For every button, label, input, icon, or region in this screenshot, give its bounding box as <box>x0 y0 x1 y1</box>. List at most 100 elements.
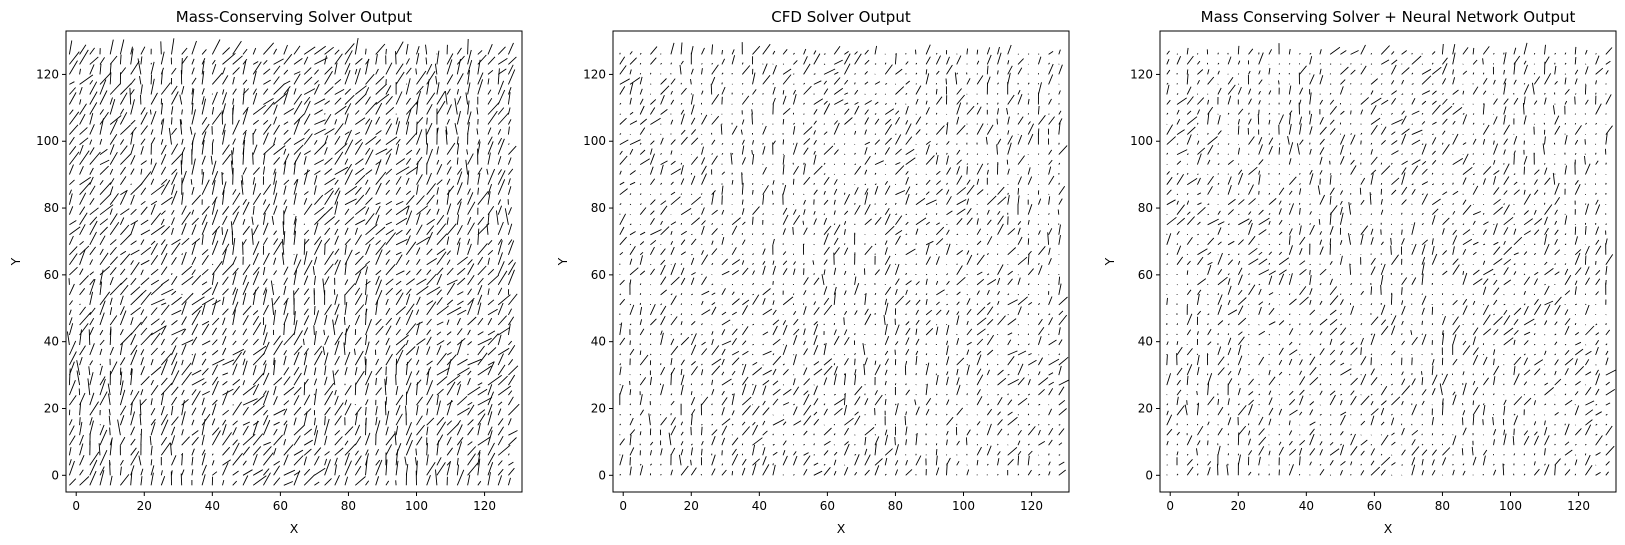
quiver-arrow <box>79 240 84 246</box>
quiver-arrow <box>956 218 963 226</box>
quiver-arrow <box>1401 153 1403 155</box>
quiver-arrow <box>232 211 239 225</box>
quiver-arrow <box>833 329 837 336</box>
quiver-arrow <box>905 61 909 65</box>
quiver-arrow <box>252 266 260 276</box>
quiver-arrow <box>262 415 269 426</box>
quiver-arrow <box>1411 336 1418 346</box>
quiver-arrow <box>1176 451 1179 456</box>
quiver-arrow <box>1411 222 1416 235</box>
quiver-arrow <box>365 147 371 155</box>
quiver-arrow <box>1329 46 1341 55</box>
quiver-arrow <box>864 141 870 146</box>
quiver-arrow <box>1299 268 1307 276</box>
quiver-arrow <box>293 366 300 376</box>
quiver-arrow <box>283 266 289 276</box>
quiver-arrow <box>99 378 106 396</box>
quiver-arrow <box>273 357 275 366</box>
quiver-arrow <box>1278 80 1280 85</box>
quiver-arrow <box>457 300 464 306</box>
quiver-arrow <box>966 364 970 376</box>
quiver-arrow <box>956 407 964 416</box>
quiver-arrow <box>905 469 913 476</box>
quiver-arrow <box>905 193 910 205</box>
quiver-arrow <box>905 348 910 356</box>
quiver-arrow <box>915 193 918 196</box>
quiver-arrow <box>946 182 948 185</box>
quiver-arrow <box>212 471 218 476</box>
quiver-arrow <box>925 100 928 105</box>
quiver-arrow <box>334 201 339 215</box>
quiver-arrow <box>89 360 93 366</box>
quiver-arrow <box>997 264 1004 276</box>
quiver-arrow <box>375 54 378 65</box>
quiver-arrow <box>414 457 417 466</box>
quiver-arrow <box>222 103 226 115</box>
quiver-arrow <box>242 398 258 406</box>
quiver-arrow <box>314 142 327 155</box>
quiver-arrow <box>711 115 720 125</box>
quiver-arrow <box>457 291 464 296</box>
quiver-arrow <box>140 107 146 115</box>
quiver-arrow <box>507 186 512 195</box>
quiver-arrow <box>477 382 483 386</box>
quiver-arrow <box>925 320 931 326</box>
quiver-arrow <box>487 288 490 295</box>
quiver-arrow <box>1237 83 1240 85</box>
quiver-arrow <box>324 100 330 105</box>
quiver-arrow <box>99 424 101 426</box>
quiver-arrow <box>741 396 752 406</box>
quiver-arrow <box>1329 327 1338 336</box>
quiver-arrow <box>660 463 662 466</box>
quiver-arrow <box>1027 268 1034 276</box>
quiver-arrow <box>864 204 871 215</box>
quiver-arrow <box>1309 74 1315 85</box>
quiver-arrow <box>1017 306 1022 316</box>
quiver-arrow <box>324 416 326 426</box>
quiver-arrow <box>232 55 243 65</box>
quiver-arrow <box>670 276 680 286</box>
quiver-arrow <box>1278 446 1284 456</box>
quiver-arrow <box>281 238 285 255</box>
quiver-arrow <box>1176 245 1182 255</box>
quiver-arrow <box>89 64 95 75</box>
quiver-arrow <box>731 370 736 376</box>
quiver-arrow <box>874 113 877 115</box>
quiver-arrow <box>915 83 917 85</box>
quiver-arrow <box>1258 456 1261 466</box>
quiver-arrow <box>833 210 836 215</box>
quiver-arrow <box>844 173 846 175</box>
quiver-arrow <box>701 383 703 386</box>
quiver-arrow <box>1268 275 1273 286</box>
quiver-arrow <box>1391 462 1396 466</box>
quiver-arrow <box>273 48 277 55</box>
quiver-arrow <box>680 384 684 396</box>
quiver-arrow <box>252 47 257 55</box>
quiver-arrow <box>140 269 144 276</box>
quiver-arrow <box>446 185 455 195</box>
quiver-arrow <box>355 117 366 125</box>
quiver-arrow <box>334 259 339 266</box>
quiver-arrow <box>191 469 194 476</box>
quiver-arrow <box>741 145 745 155</box>
quiver-arrow <box>109 151 118 165</box>
quiver-arrow <box>1391 131 1396 135</box>
quiver-arrow <box>660 153 662 155</box>
quiver-arrow <box>1258 144 1263 155</box>
quiver-arrow <box>1390 162 1393 165</box>
quiver-arrow <box>130 46 133 55</box>
quiver-arrow <box>691 253 693 256</box>
quiver-arrow <box>1007 270 1013 276</box>
quiver-arrow <box>344 208 350 215</box>
quiver-arrow <box>1289 349 1298 356</box>
quiver-arrow <box>1319 300 1323 306</box>
quiver-arrow <box>792 268 796 276</box>
quiver-arrow <box>997 183 999 185</box>
quiver-arrow <box>497 199 502 205</box>
quiver-arrow <box>508 467 515 476</box>
quiver-arrow <box>864 183 867 186</box>
quiver-arrow <box>150 418 156 426</box>
quiver-arrow <box>1370 400 1374 406</box>
quiver-arrow <box>242 108 249 125</box>
quiver-arrow <box>1370 408 1379 416</box>
